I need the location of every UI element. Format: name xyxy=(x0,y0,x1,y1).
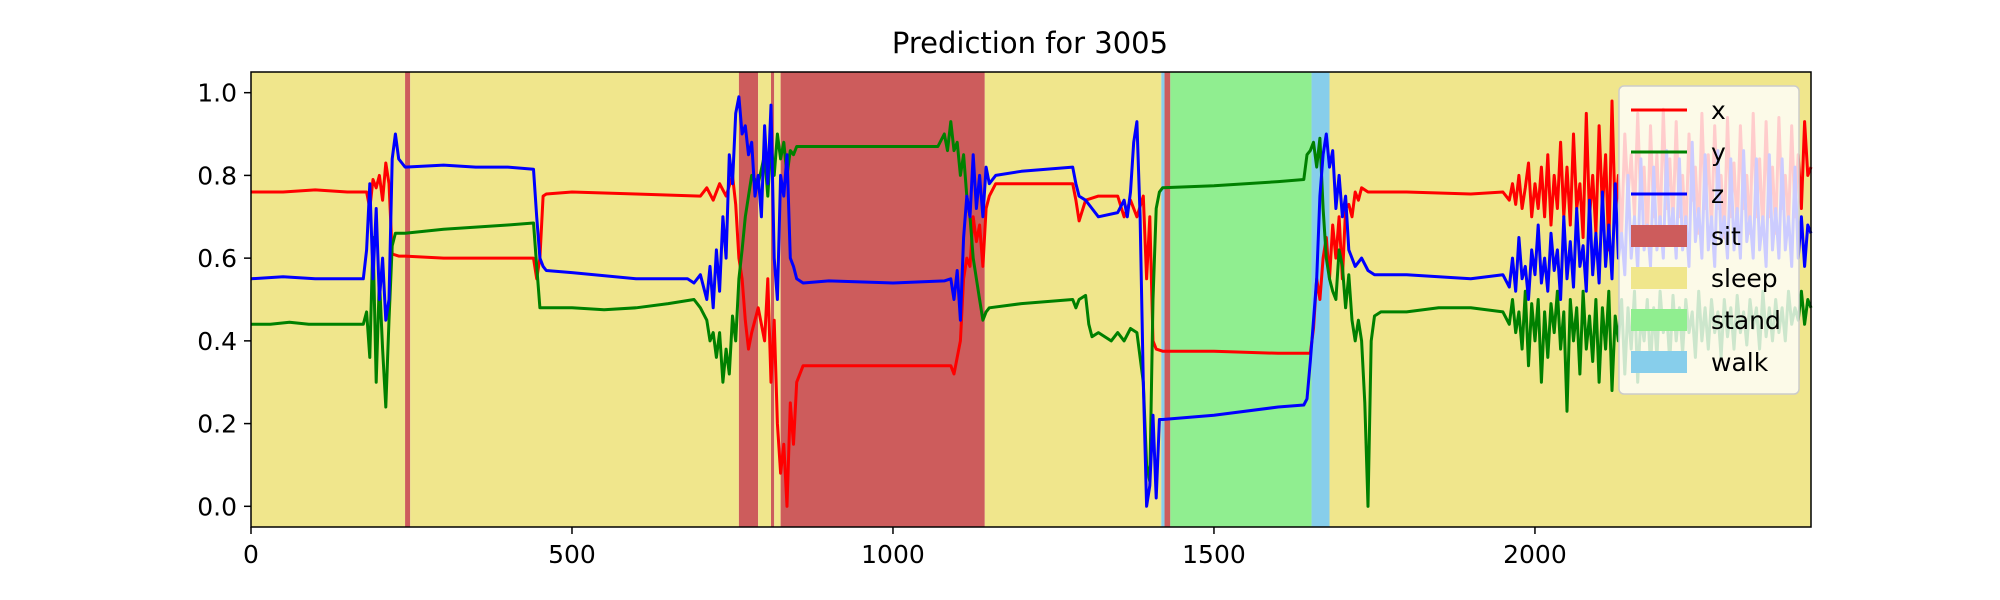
legend-label-sit: sit xyxy=(1711,222,1741,251)
legend-label-sleep: sleep xyxy=(1711,264,1778,293)
legend-swatch-sleep xyxy=(1631,267,1687,289)
legend-label-walk: walk xyxy=(1711,348,1769,377)
legend-swatch-sit xyxy=(1631,225,1687,247)
x-tick-label: 500 xyxy=(548,540,596,569)
y-tick-label: 0.8 xyxy=(197,161,237,190)
x-tick-label: 1500 xyxy=(1182,540,1246,569)
chart-title: Prediction for 3005 xyxy=(892,26,1168,60)
legend-swatch-walk xyxy=(1631,351,1687,373)
activity-bands xyxy=(251,72,1811,527)
band-sit-3 xyxy=(738,72,759,527)
x-tick-label: 2000 xyxy=(1503,540,1567,569)
band-walk-9 xyxy=(1161,72,1165,527)
band-sleep-2 xyxy=(410,72,739,527)
y-tick-label: 0.6 xyxy=(197,244,237,273)
plot-frame xyxy=(250,71,1812,528)
axes: 0 500 1000 1500 2000 0.0 0.2 0.4 0.6 0.8 1.0 xyxy=(197,71,1812,569)
band-sit-5 xyxy=(771,72,775,527)
y-tick-label: 0.4 xyxy=(197,327,237,356)
band-sleep-0 xyxy=(251,72,406,527)
legend-label-y: y xyxy=(1711,138,1726,167)
band-sit-10 xyxy=(1164,72,1171,527)
legend: xyz sit sleep stand walk xyxy=(1618,85,1800,395)
x-tick-label: 1000 xyxy=(861,540,925,569)
y-tick-label: 1.0 xyxy=(197,79,237,108)
y-tick-label: 0.2 xyxy=(197,410,237,439)
x-tick-label: 0 xyxy=(243,540,259,569)
legend-label-stand: stand xyxy=(1711,306,1781,335)
band-stand-11 xyxy=(1170,72,1312,527)
legend-swatch-stand xyxy=(1631,309,1687,331)
legend-label-z: z xyxy=(1711,180,1724,209)
y-tick-label: 0.0 xyxy=(197,492,237,521)
legend-label-x: x xyxy=(1711,96,1726,125)
band-sit-1 xyxy=(405,72,411,527)
